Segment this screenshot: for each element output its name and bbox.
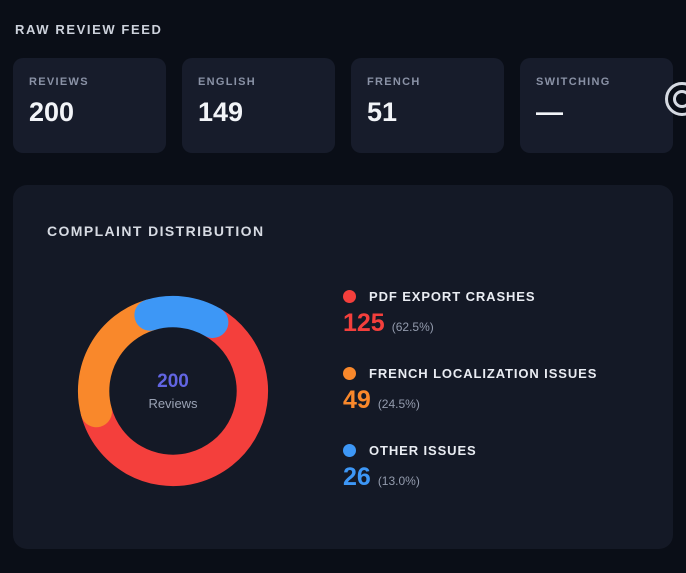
stat-card-switching: SWITCHING — <box>520 58 673 153</box>
chart-body: 200 Reviews PDF EXPORT CRASHES 125 (62.5… <box>45 289 641 492</box>
legend-value: 26 <box>343 463 371 491</box>
stat-card-english: ENGLISH 149 <box>182 58 335 153</box>
dashboard-page: RAW REVIEW FEED REVIEWS 200 ENGLISH 149 … <box>13 22 686 549</box>
complaint-distribution-card: COMPLAINT DISTRIBUTION 200 Reviews PDF E… <box>13 185 673 549</box>
target-icon-inner-ring <box>673 90 686 108</box>
legend-color-dot-icon <box>343 367 356 380</box>
legend-numbers: 125 (62.5%) <box>343 309 597 338</box>
legend-color-dot-icon <box>343 290 356 303</box>
stat-value: 149 <box>198 97 244 127</box>
stats-row: REVIEWS 200 ENGLISH 149 FRENCH 51 SWITCH… <box>13 58 673 153</box>
legend-numbers: 26 (13.0%) <box>343 463 597 492</box>
chart-legend: PDF EXPORT CRASHES 125 (62.5%) FRENCH LO… <box>343 289 597 492</box>
legend-color-dot-icon <box>343 444 356 457</box>
page-title: RAW REVIEW FEED <box>15 22 163 37</box>
stat-label: SWITCHING <box>536 76 611 88</box>
legend-item-other-issues: OTHER ISSUES 26 (13.0%) <box>343 443 597 492</box>
legend-value: 49 <box>343 386 371 414</box>
stat-card-reviews: REVIEWS 200 <box>13 58 166 153</box>
legend-item-french-localization-issues: FRENCH LOCALIZATION ISSUES 49 (24.5%) <box>343 366 597 415</box>
stat-card-french: FRENCH 51 <box>351 58 504 153</box>
legend-percent: (62.5%) <box>391 320 434 334</box>
stat-value: — <box>536 97 563 127</box>
legend-head: PDF EXPORT CRASHES <box>343 289 597 304</box>
target-icon[interactable] <box>665 82 686 116</box>
stat-label: FRENCH <box>367 76 421 88</box>
legend-head: FRENCH LOCALIZATION ISSUES <box>343 366 597 381</box>
chart-card-title: COMPLAINT DISTRIBUTION <box>47 223 265 239</box>
donut-chart-svg <box>77 295 269 486</box>
legend-label: PDF EXPORT CRASHES <box>369 289 536 304</box>
stat-label: REVIEWS <box>29 76 89 88</box>
legend-percent: (24.5%) <box>377 397 420 411</box>
donut-chart: 200 Reviews <box>75 293 271 489</box>
stat-label: ENGLISH <box>198 76 256 88</box>
legend-value: 125 <box>343 309 385 337</box>
legend-item-pdf-export-crashes: PDF EXPORT CRASHES 125 (62.5%) <box>343 289 597 338</box>
legend-label: FRENCH LOCALIZATION ISSUES <box>369 366 598 381</box>
legend-label: OTHER ISSUES <box>369 443 477 458</box>
legend-head: OTHER ISSUES <box>343 443 597 458</box>
stat-value: 51 <box>367 97 398 127</box>
legend-numbers: 49 (24.5%) <box>343 386 597 415</box>
legend-percent: (13.0%) <box>377 474 420 488</box>
stat-value: 200 <box>29 97 75 127</box>
